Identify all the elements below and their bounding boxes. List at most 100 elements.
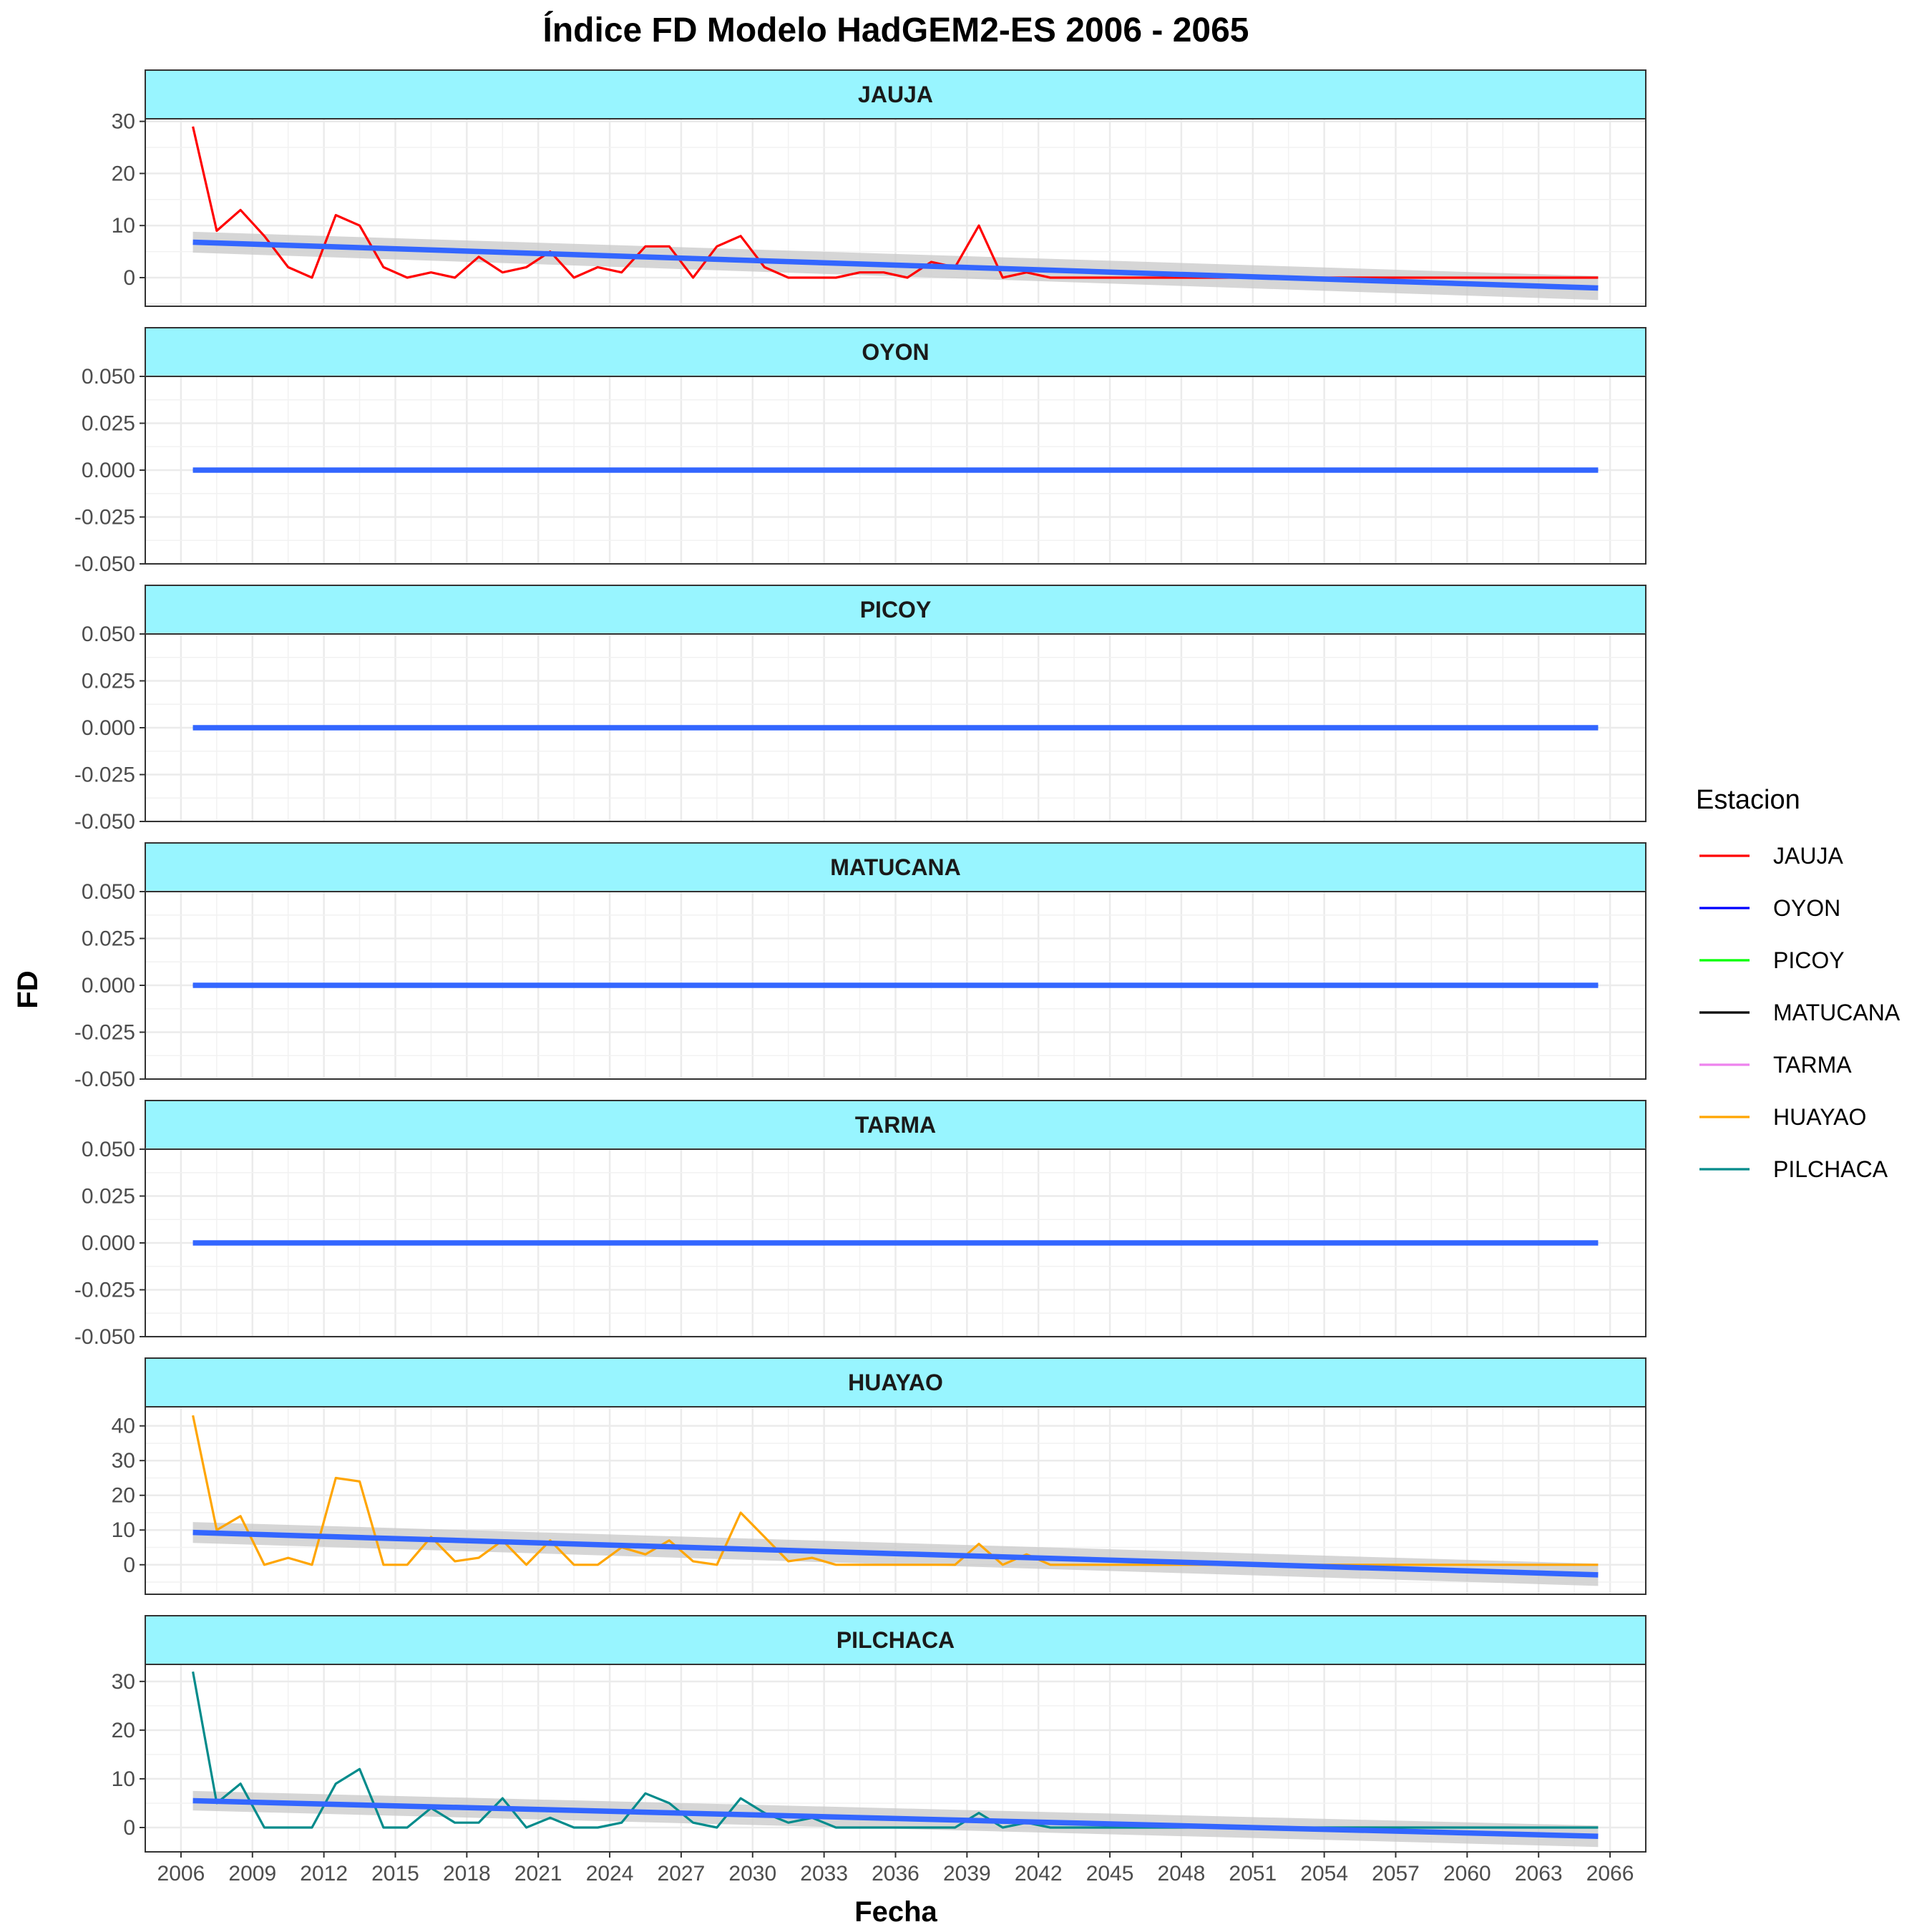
x-tick-label: 2048: [1158, 1862, 1206, 1885]
legend-item-jauja: JAUJA: [1699, 843, 1843, 869]
y-tick-label: 0.025: [82, 412, 135, 436]
legend-title: Estacion: [1696, 785, 1800, 815]
facet-panels: JAUJA 0 10 20 30 OYON -0.050 -0.025 0.000 0.025 0.…: [74, 69, 1646, 1853]
panel-strip: [145, 585, 1646, 635]
x-axis: 2006 2009 2012 2015 2018 2021 2024 2027 2030 2033…: [157, 1852, 1634, 1885]
x-tick-label: 2057: [1372, 1862, 1420, 1885]
y-tick-label: -0.050: [74, 552, 135, 576]
panel-strip-label: MATUCANA: [830, 854, 960, 880]
x-tick-label: 2045: [1086, 1862, 1134, 1885]
y-tick-label: 10: [112, 214, 135, 238]
y-tick-label: -0.025: [74, 1021, 135, 1045]
y-tick-label: 0.000: [82, 974, 135, 997]
panel-strip: [145, 1100, 1646, 1150]
y-tick-label: 10: [112, 1518, 135, 1542]
y-tick-label: 20: [112, 162, 135, 185]
series-line-pilchaca: [192, 1671, 1599, 1829]
chart-title: Índice FD Modelo HadGEM2-ES 2006 - 2065: [543, 11, 1249, 49]
y-tick-label: 0.025: [82, 927, 135, 951]
x-tick-label: 2036: [872, 1862, 919, 1885]
y-tick-label: 40: [112, 1415, 135, 1438]
legend-item-picoy: PICOY: [1699, 947, 1845, 973]
x-tick-label: 2051: [1229, 1862, 1277, 1885]
x-tick-label: 2066: [1586, 1862, 1634, 1885]
y-tick-label: 0.000: [82, 716, 135, 740]
panel-tarma: TARMA -0.050 -0.025 0.000 0.025 0.050: [74, 1100, 1646, 1349]
legend-item-oyon: OYON: [1699, 895, 1840, 921]
x-tick-label: 2027: [658, 1862, 706, 1885]
y-tick-label: -0.050: [74, 1325, 135, 1349]
trend-line: [192, 239, 1599, 291]
y-tick-label: 30: [112, 1449, 135, 1473]
panel-strip: [145, 1357, 1646, 1407]
y-tick-label: 0: [123, 1553, 135, 1577]
legend-label: JAUJA: [1773, 843, 1843, 869]
x-tick-label: 2021: [514, 1862, 562, 1885]
y-tick-label: 0.025: [82, 1185, 135, 1209]
y-tick-label: 0: [123, 1816, 135, 1840]
x-tick-label: 2030: [728, 1862, 776, 1885]
panel-strip: [145, 327, 1646, 377]
legend-item-huayao: HUAYAO: [1699, 1104, 1866, 1130]
y-tick-label: 0.000: [82, 459, 135, 482]
legend: Estacion JAUJA OYON PICOY MATUCANA TARMA HUAY…: [1696, 785, 1901, 1182]
legend-label: OYON: [1773, 895, 1840, 921]
legend-label: HUAYAO: [1773, 1104, 1866, 1130]
x-tick-label: 2009: [228, 1862, 276, 1885]
x-tick-label: 2006: [157, 1862, 205, 1885]
y-tick-label: 0.050: [82, 880, 135, 904]
y-tick-label: -0.050: [74, 810, 135, 834]
y-tick-label: 30: [112, 110, 135, 134]
x-tick-label: 2054: [1300, 1862, 1348, 1885]
y-tick-label: -0.025: [74, 506, 135, 530]
legend-label: MATUCANA: [1773, 1000, 1901, 1025]
panel-strip-label: JAUJA: [858, 82, 933, 107]
y-tick-label: -0.050: [74, 1068, 135, 1091]
legend-item-tarma: TARMA: [1699, 1052, 1852, 1078]
x-tick-label: 2039: [943, 1862, 991, 1885]
panel-picoy: PICOY -0.050 -0.025 0.000 0.025 0.050: [74, 585, 1646, 834]
x-tick-label: 2024: [586, 1862, 634, 1885]
y-tick-label: -0.025: [74, 1279, 135, 1302]
trend-line: [192, 1529, 1599, 1578]
panel-pilchaca: PILCHACA 0 10 20 30: [112, 1615, 1646, 1853]
legend-label: TARMA: [1773, 1052, 1852, 1078]
x-tick-label: 2060: [1443, 1862, 1491, 1885]
y-tick-label: 10: [112, 1767, 135, 1791]
y-tick-label: 0.000: [82, 1231, 135, 1255]
panel-matucana: MATUCANA -0.050 -0.025 0.000 0.025 0.050: [74, 842, 1646, 1091]
panel-grid: [145, 119, 1646, 306]
x-tick-label: 2012: [300, 1862, 348, 1885]
trend-line: [192, 1797, 1599, 1839]
x-tick-label: 2033: [800, 1862, 848, 1885]
panel-strip-label: PILCHACA: [836, 1627, 955, 1653]
x-tick-label: 2015: [371, 1862, 419, 1885]
x-tick-label: 2018: [443, 1862, 491, 1885]
x-tick-label: 2063: [1515, 1862, 1563, 1885]
panel-huayao: HUAYAO 0 10 20 30 40: [112, 1357, 1646, 1595]
y-tick-label: 20: [112, 1719, 135, 1742]
panel-strip-label: OYON: [862, 339, 929, 365]
y-tick-label: 0.025: [82, 670, 135, 693]
y-tick-label: 30: [112, 1670, 135, 1694]
y-tick-label: -0.025: [74, 763, 135, 787]
y-tick-label: 20: [112, 1484, 135, 1508]
legend-label: PILCHACA: [1773, 1156, 1888, 1182]
legend-item-matucana: MATUCANA: [1699, 1000, 1901, 1025]
panel-strip: [145, 69, 1646, 119]
panel-border: [145, 1406, 1646, 1595]
series-line-huayao: [192, 1415, 1599, 1566]
panel-strip-label: PICOY: [860, 597, 932, 623]
legend-label: PICOY: [1773, 947, 1845, 973]
panel-oyon: OYON -0.050 -0.025 0.000 0.025 0.050: [74, 327, 1646, 576]
panel-strip-label: TARMA: [855, 1112, 936, 1138]
y-tick-label: 0.050: [82, 365, 135, 389]
y-tick-label: 0.050: [82, 1138, 135, 1161]
x-tick-label: 2042: [1015, 1862, 1063, 1885]
legend-item-pilchaca: PILCHACA: [1699, 1156, 1888, 1182]
panel-strip: [145, 842, 1646, 892]
x-axis-title: Fecha: [854, 1896, 937, 1928]
panel-jauja: JAUJA 0 10 20 30: [112, 69, 1646, 307]
y-tick-label: 0.050: [82, 623, 135, 646]
